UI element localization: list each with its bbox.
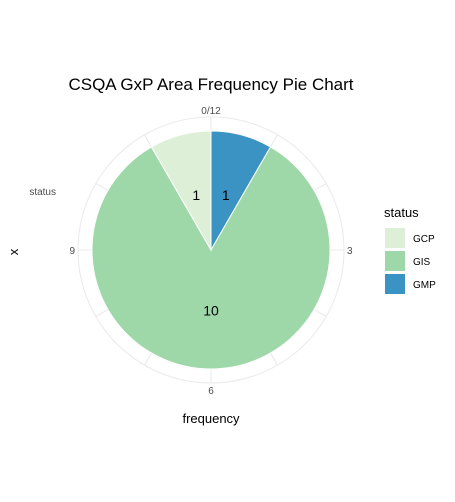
legend-key-gmp [385,274,405,294]
legend-title: status [384,205,419,220]
theta-ticks: 0/12 3 6 9 [69,106,353,397]
theta-tick-label: 6 [208,386,214,397]
chart-title: CSQA GxP Area Frequency Pie Chart [68,75,353,94]
legend-label-gcp: GCP [413,234,435,245]
pie-slice-gcp [150,130,212,252]
legend-label-gis: GIS [413,257,431,268]
theta-tick-label: 3 [347,246,353,257]
x-axis-label: frequency [182,411,240,426]
y-axis-label: x [6,248,21,255]
data-label-gis: 10 [203,303,219,319]
y-category-label: status [29,187,56,198]
data-label-gmp: 1 [222,187,230,203]
data-label-gcp: 1 [192,187,200,203]
legend: status GCP GIS GMP [384,205,436,294]
theta-tick-label: 0/12 [201,106,221,117]
legend-label-gmp: GMP [413,280,436,291]
legend-key-gcp [385,228,405,248]
pie-slice-gis [91,146,331,370]
theta-tick-label: 9 [69,246,75,257]
legend-key-gis [385,251,405,271]
pie-slices [91,130,331,370]
data-labels: 1 10 1 [192,187,230,319]
